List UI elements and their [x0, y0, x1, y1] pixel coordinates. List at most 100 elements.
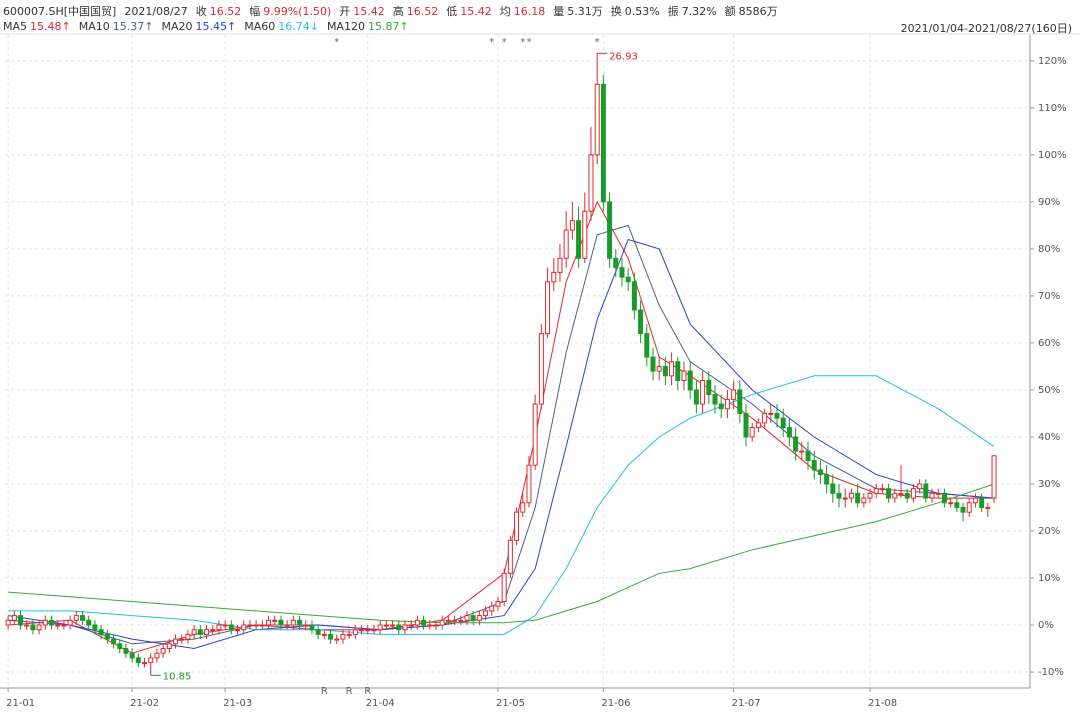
- legend-value: 15.48↑: [30, 20, 71, 33]
- candle-body: [284, 624, 290, 627]
- candle-body: [135, 657, 141, 664]
- candle-body: [117, 643, 123, 650]
- candle-body: [104, 633, 110, 640]
- candle-body: [576, 220, 582, 259]
- candle-body: [960, 506, 966, 513]
- field: 额 8586万: [725, 5, 778, 18]
- candle-body: [979, 497, 985, 508]
- legend-item: MA60 16.74↓: [244, 20, 319, 33]
- legend-value: 15.87↑: [367, 20, 409, 33]
- field-value: 16.52: [209, 5, 242, 18]
- candle-body: [315, 629, 321, 635]
- candle-body: [402, 624, 408, 631]
- candle-body: [929, 492, 935, 499]
- candle-body: [452, 619, 458, 622]
- candle-body: [185, 633, 191, 640]
- candle-body: [662, 365, 668, 377]
- candle-body: [297, 619, 303, 626]
- candle-body: [278, 619, 284, 626]
- candle-body: [80, 615, 86, 621]
- candle-body: [613, 257, 619, 269]
- candle-body: [321, 633, 327, 636]
- y-tick-label: 100%: [1038, 150, 1067, 161]
- candle-body: [824, 474, 830, 485]
- field-value: 0.53%: [624, 5, 660, 18]
- candle-body: [328, 633, 334, 640]
- candle-body: [706, 380, 712, 396]
- field: 振 7.32%: [668, 5, 717, 18]
- candle-body: [359, 629, 365, 632]
- field-label: 低: [446, 5, 458, 18]
- candle-body: [290, 619, 296, 626]
- field-value: 5.31万: [567, 5, 603, 18]
- candle-body: [421, 619, 427, 626]
- candle-body: [848, 492, 854, 499]
- candle-body: [309, 624, 315, 631]
- candle-body: [669, 361, 675, 377]
- y-tick-label: 20%: [1038, 526, 1060, 537]
- candle-body: [700, 380, 706, 405]
- candle-body: [266, 619, 272, 626]
- candle-body: [247, 624, 253, 627]
- x-tick-label: 21-07: [732, 698, 761, 709]
- candle-body: [365, 629, 371, 632]
- candle-body: [489, 605, 495, 612]
- candle-body: [346, 633, 352, 636]
- x-tick-label: 21-01: [6, 698, 35, 709]
- candle-body: [867, 492, 873, 499]
- field-label: 均: [499, 5, 511, 18]
- candle-body: [693, 389, 699, 405]
- candle-body: [5, 619, 11, 626]
- candle-body: [762, 412, 768, 424]
- candle-body: [737, 389, 743, 414]
- candle-body: [383, 624, 389, 627]
- header: 600007.SH[中国国贸] 2021/08/27 收 16.52 幅 9.99%(1.…: [3, 3, 786, 19]
- event-mark: *: [489, 37, 494, 48]
- candle-body: [569, 220, 575, 231]
- candle-body: [166, 643, 172, 650]
- legend-name: MA5: [3, 20, 28, 33]
- legend-value: 15.37↑: [112, 20, 154, 33]
- candle-body: [154, 652, 160, 659]
- candle-body: [197, 629, 203, 635]
- candle-body: [532, 403, 538, 466]
- candle-body: [272, 619, 278, 622]
- candle-body: [731, 389, 737, 400]
- candle-body: [253, 624, 259, 627]
- y-tick-label: 40%: [1038, 432, 1060, 443]
- candle-body: [923, 483, 929, 499]
- candle-body: [61, 624, 67, 627]
- date: 2021/08/27: [124, 5, 188, 18]
- field-label: 收: [195, 5, 207, 18]
- field: 低 15.42: [446, 5, 492, 18]
- y-tick-label: 70%: [1038, 291, 1060, 302]
- candle-body: [582, 210, 588, 259]
- candle-body: [414, 619, 420, 626]
- field: 量 5.31万: [553, 5, 603, 18]
- candle-body: [638, 309, 644, 335]
- event-mark: R: [346, 686, 353, 697]
- candle-body: [352, 629, 358, 635]
- candle-body: [458, 619, 464, 622]
- field: 高 16.52: [393, 5, 439, 18]
- candle-body: [712, 394, 718, 405]
- candle-body: [334, 638, 340, 641]
- candle-body: [526, 464, 532, 504]
- legend-name: MA20: [161, 20, 193, 33]
- field: 换 0.53%: [611, 5, 660, 18]
- candle-body: [142, 662, 148, 665]
- y-tick-label: 120%: [1038, 56, 1067, 67]
- candle-body: [793, 436, 799, 452]
- field-value: 15.42: [353, 5, 385, 18]
- candle-body: [439, 619, 445, 626]
- candle-body: [514, 511, 520, 541]
- field-label: 高: [392, 5, 404, 18]
- candle-body: [129, 652, 135, 659]
- candle-body: [954, 502, 960, 508]
- x-tick-label: 21-04: [366, 698, 395, 709]
- candle-body: [594, 83, 600, 156]
- candle-body: [855, 492, 861, 504]
- event-mark: *: [520, 37, 525, 48]
- candle-body: [972, 497, 978, 504]
- candle-body: [235, 629, 241, 632]
